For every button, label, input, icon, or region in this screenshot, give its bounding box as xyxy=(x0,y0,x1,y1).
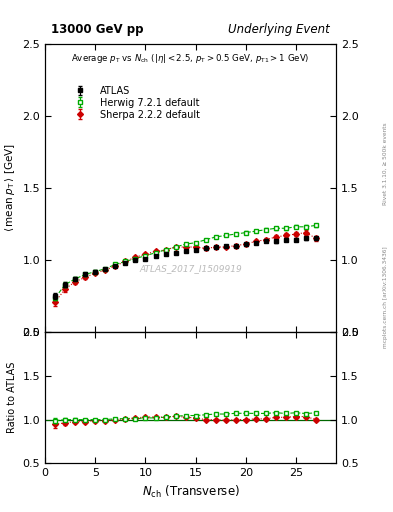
Text: 13000 GeV pp: 13000 GeV pp xyxy=(51,24,143,36)
X-axis label: $N_{\rm ch}$ (Transverse): $N_{\rm ch}$ (Transverse) xyxy=(141,484,240,500)
Text: ATLAS_2017_I1509919: ATLAS_2017_I1509919 xyxy=(139,264,242,273)
Text: mcplots.cern.ch [arXiv:1306.3436]: mcplots.cern.ch [arXiv:1306.3436] xyxy=(383,246,388,348)
Text: Rivet 3.1.10, ≥ 500k events: Rivet 3.1.10, ≥ 500k events xyxy=(383,122,388,205)
Y-axis label: $\langle\,\mathrm{mean}\;p_{\mathrm{T}}\,\rangle$ [GeV]: $\langle\,\mathrm{mean}\;p_{\mathrm{T}}\… xyxy=(3,143,17,232)
Legend: ATLAS, Herwig 7.2.1 default, Sherpa 2.2.2 default: ATLAS, Herwig 7.2.1 default, Sherpa 2.2.… xyxy=(64,83,202,123)
Text: Underlying Event: Underlying Event xyxy=(228,24,330,36)
Text: Average $p_{\rm T}$ vs $N_{\rm ch}$ ($|\eta|<2.5$, $p_{\rm T}>0.5$ GeV, $p_{\rm : Average $p_{\rm T}$ vs $N_{\rm ch}$ ($|\… xyxy=(72,52,310,65)
Y-axis label: Ratio to ATLAS: Ratio to ATLAS xyxy=(7,362,17,434)
